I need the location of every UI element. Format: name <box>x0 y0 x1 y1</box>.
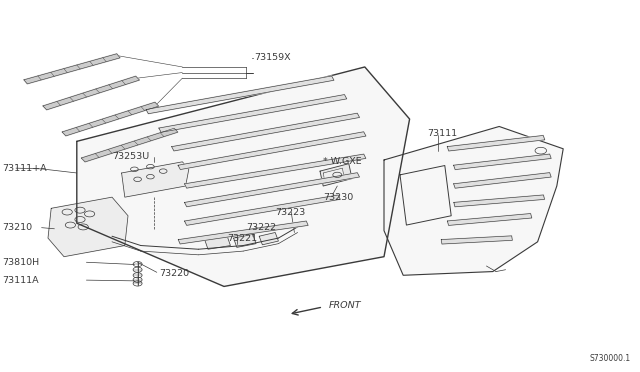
Polygon shape <box>454 195 545 207</box>
Polygon shape <box>43 76 140 110</box>
Text: 73210: 73210 <box>2 223 32 232</box>
Polygon shape <box>62 102 159 136</box>
Text: FRONT: FRONT <box>328 301 361 310</box>
Text: 73220: 73220 <box>159 269 189 278</box>
Polygon shape <box>48 197 128 257</box>
Polygon shape <box>320 164 352 186</box>
Text: 73222: 73222 <box>246 223 276 232</box>
Text: S730000.1: S730000.1 <box>589 354 630 363</box>
Polygon shape <box>81 128 178 162</box>
Polygon shape <box>384 126 563 275</box>
Polygon shape <box>184 195 340 225</box>
Polygon shape <box>441 236 513 244</box>
Polygon shape <box>179 221 308 244</box>
Polygon shape <box>234 234 256 247</box>
Polygon shape <box>146 76 334 114</box>
Polygon shape <box>24 54 120 84</box>
Polygon shape <box>205 236 230 249</box>
Text: 73223: 73223 <box>275 208 305 217</box>
Polygon shape <box>184 154 366 188</box>
Polygon shape <box>323 168 344 183</box>
Text: 73111: 73111 <box>428 129 458 138</box>
Polygon shape <box>454 154 551 170</box>
Polygon shape <box>400 166 451 225</box>
Text: 73111+A: 73111+A <box>2 164 47 173</box>
Polygon shape <box>77 67 410 286</box>
Text: 73111A: 73111A <box>2 276 38 285</box>
Polygon shape <box>259 232 278 245</box>
Polygon shape <box>184 173 360 207</box>
Text: 73253U: 73253U <box>112 153 149 161</box>
Text: 73221: 73221 <box>227 234 257 243</box>
Polygon shape <box>447 214 532 225</box>
Text: 73230: 73230 <box>323 193 353 202</box>
Polygon shape <box>454 173 551 188</box>
Polygon shape <box>447 135 545 151</box>
Polygon shape <box>172 113 360 151</box>
Polygon shape <box>159 94 347 132</box>
Text: * W.GXE: * W.GXE <box>323 157 362 166</box>
Text: 73810H: 73810H <box>2 258 39 267</box>
Polygon shape <box>122 162 189 197</box>
Polygon shape <box>178 132 366 170</box>
Text: 73159X: 73159X <box>254 53 291 62</box>
